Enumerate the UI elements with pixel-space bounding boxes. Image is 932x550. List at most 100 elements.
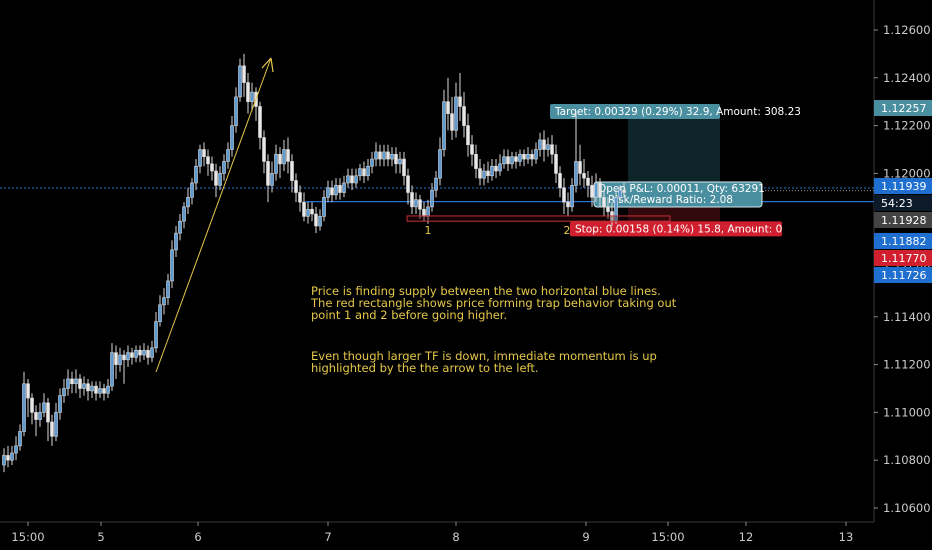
candle-body	[158, 304, 162, 322]
candle-body	[522, 153, 526, 160]
price-badge[interactable]: 1.11928	[874, 212, 932, 228]
candle-body	[242, 65, 246, 83]
stop-label[interactable]: Stop: 0.00158 (0.14%) 15.8, Amount: 0	[570, 221, 782, 237]
candle-body	[174, 232, 178, 251]
candle-body	[502, 156, 506, 165]
candle-body	[566, 201, 570, 208]
time-tick-label: 7	[324, 530, 331, 544]
candle-body	[226, 149, 230, 162]
candle-body	[206, 156, 210, 165]
price-badge-text: 1.12257	[881, 102, 927, 115]
candle-body	[482, 170, 486, 179]
trap-point-2-label: 2	[564, 224, 571, 237]
time-tick-label: 5	[97, 530, 104, 544]
momentum-arrow	[155, 57, 272, 373]
candle-body	[54, 412, 58, 437]
open-label[interactable]: Open P&L: 0.00011, Qty: 63291Risk/Reward…	[593, 181, 765, 208]
price-badge[interactable]: 1.11726	[874, 267, 932, 283]
candle-body	[246, 82, 250, 103]
price-badge-box	[874, 212, 932, 228]
candle-body	[90, 385, 94, 392]
candle-body	[622, 189, 626, 193]
price-badge-text: 1.11726	[881, 269, 927, 282]
candle-body	[262, 137, 266, 162]
candle-body	[582, 173, 586, 179]
candle-body	[546, 144, 550, 150]
candle-body	[238, 65, 242, 98]
price-badge[interactable]: 1.11939	[874, 178, 932, 194]
candle-body	[78, 378, 82, 389]
candle-body	[322, 197, 326, 217]
candle-body	[62, 388, 66, 396]
candle-body	[526, 153, 530, 160]
candle-body	[606, 206, 610, 212]
candle-body	[94, 385, 98, 394]
time-tick-label: 15:00	[651, 530, 684, 544]
candle-body	[214, 170, 218, 186]
candle-body	[326, 187, 330, 198]
position-tool[interactable]: Target: 0.00329 (0.29%) 32.9, Amount: 30…	[550, 103, 874, 237]
candle-body	[494, 165, 498, 172]
price-badge-text: 1.11882	[881, 235, 927, 248]
price-badge[interactable]: 1.11770	[874, 250, 932, 266]
candle-body	[378, 151, 382, 160]
annotation-line-3: point 1 and 2 before going higher.	[311, 308, 508, 322]
price-badge-box	[874, 195, 932, 211]
candle-body	[274, 153, 278, 174]
time-tick-label: 6	[194, 530, 201, 544]
annotation-line-4: Even though larger TF is down, immediate…	[311, 349, 657, 363]
risk-reward-text: Risk/Reward Ratio: 2.08	[608, 194, 733, 206]
candle-body	[294, 180, 298, 193]
candle-body	[22, 383, 26, 432]
candle-body	[562, 187, 566, 203]
candle-body	[446, 101, 450, 114]
time-tick-label: 15:00	[11, 530, 44, 544]
open-label-box	[593, 181, 763, 208]
grid-layer	[0, 0, 875, 523]
candle-body	[290, 161, 294, 181]
candle-body	[402, 158, 406, 177]
stop-label-box	[570, 221, 782, 237]
candle-body	[38, 412, 42, 420]
price-tick-label: 1.11400	[883, 310, 931, 324]
candle-body	[6, 455, 10, 461]
candle-body	[126, 352, 130, 361]
price-badge-text: 1.11770	[881, 252, 927, 265]
candle-body	[438, 149, 442, 179]
price-tick-label: 1.10600	[883, 501, 931, 515]
candle-body	[50, 421, 54, 437]
candle-body	[118, 354, 122, 365]
candle-body	[382, 151, 386, 160]
price-badge[interactable]: 1.11882	[874, 233, 932, 249]
momentum-arrow-head	[261, 57, 274, 73]
candle-body	[278, 153, 282, 165]
price-axis[interactable]: 1.126001.124001.122001.120001.118001.116…	[874, 23, 932, 515]
candle-body	[134, 349, 138, 358]
candle-body	[534, 149, 538, 160]
candle-body	[454, 96, 458, 131]
target-label-text: Target: 0.00329 (0.29%) 32.9, Amount: 30…	[554, 106, 801, 118]
price-badge-box	[874, 178, 932, 194]
candle-body	[166, 280, 170, 298]
candle-body	[330, 187, 334, 196]
candle-body	[282, 149, 286, 165]
price-badge[interactable]: 54:23	[874, 195, 932, 211]
candle-body	[394, 153, 398, 165]
time-tick-label: 9	[582, 530, 589, 544]
price-tick-label: 1.11000	[883, 405, 931, 419]
candle-body	[518, 153, 522, 162]
time-axis[interactable]: 15:00 5 6 7 8 9 15:00 12 13	[11, 522, 853, 544]
target-label[interactable]: Target: 0.00329 (0.29%) 32.9, Amount: 30…	[550, 103, 801, 119]
candle-body	[474, 153, 478, 169]
price-badge[interactable]: 1.12257	[874, 100, 932, 116]
annotation-line-1: Price is finding supply between the two …	[311, 284, 661, 298]
candle-body	[342, 182, 346, 193]
candle-body	[498, 163, 502, 172]
candle-body	[586, 177, 590, 186]
candle-body	[198, 149, 202, 167]
candle-body	[398, 158, 402, 165]
candle-body	[66, 378, 70, 389]
candle-body	[182, 206, 186, 222]
target-zone[interactable]	[628, 111, 720, 188]
